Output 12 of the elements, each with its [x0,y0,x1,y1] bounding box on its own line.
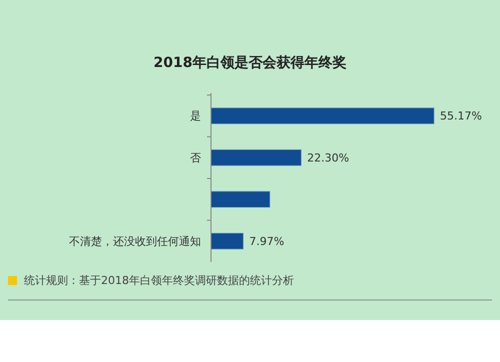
bar [210,191,270,208]
y-tick-label: 是 [190,110,201,123]
bar [210,232,244,250]
y-tick-label: 不清楚，还没收到任何通知 [69,234,201,248]
text: 统计规则：基于2018年白领年终奖调研数据的统计分析 [24,274,294,287]
chart-title: 2018年白领是否会获得年终奖 [154,55,346,71]
data-label: 55.17% [440,110,482,123]
bar [210,149,302,166]
y-tick-label: 否 [190,151,201,164]
data-label: 22.30% [307,151,350,164]
data-label: 7.97% [249,234,284,248]
bar [210,108,434,124]
